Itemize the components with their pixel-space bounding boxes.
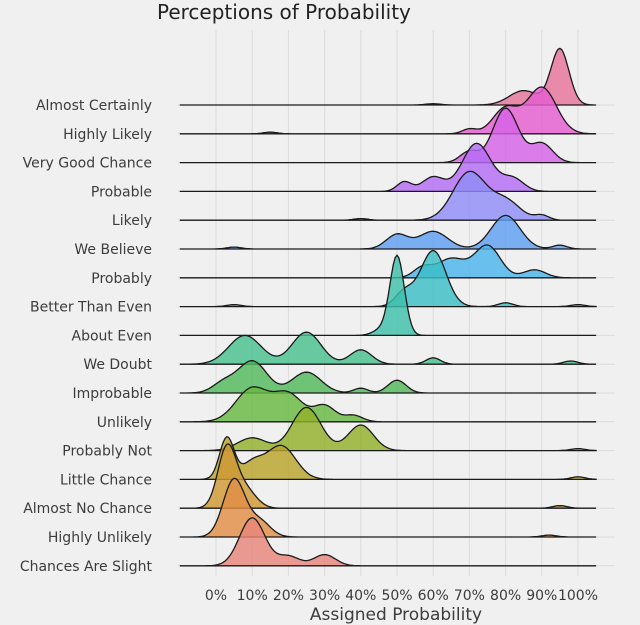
ridge-improbable [179,360,597,394]
ridge-probably [179,244,597,279]
category-label: Probable [91,184,152,200]
category-label: About Even [72,328,152,344]
ridge-chances-are-slight [179,517,597,567]
category-label: Almost Certainly [36,98,152,114]
ridge-likely [179,170,597,221]
x-tick-label: 50% [381,588,412,604]
ridge-little-chance [179,435,597,481]
category-label: Probably [91,271,152,287]
chart-title: Perceptions of Probability [157,0,411,24]
category-label: Highly Likely [63,127,152,143]
x-tick-label: 80% [490,588,521,604]
x-tick-label: 10% [237,588,268,604]
ridge-unlikely [179,386,597,423]
category-label: Unlikely [97,415,152,431]
category-label: Better Than Even [30,300,152,316]
ridge-almost-certainly [179,47,597,106]
category-label: Improbable [72,386,152,402]
x-tick-label: 100% [558,588,598,604]
ridges [179,47,597,567]
category-label: Chances Are Slight [20,559,153,575]
ridge-probable [179,142,597,193]
category-label: We Doubt [83,357,152,373]
x-axis-ticks: 0% 10% 20% 30% 40% 50% 60% 70% 80% 90% 100% [205,588,598,604]
ridge-very-good-chance [179,107,597,164]
category-label: Very Good Chance [23,156,152,172]
ridge-almost-no-chance [179,443,597,509]
ridge-about-even [179,254,597,337]
category-label: Highly Unlikely [48,530,152,546]
category-labels: Almost Certainly Highly Likely Very Good C… [20,98,153,575]
x-tick-label: 30% [309,588,340,604]
category-label: We Believe [74,242,152,258]
x-tick-label: 70% [454,588,485,604]
ridge-highly-unlikely [179,477,597,538]
category-label: Probably Not [62,444,152,460]
category-label: Likely [112,213,152,229]
ridge-probably-not [179,406,597,452]
x-tick-label: 40% [345,588,376,604]
x-axis-title: Assigned Probability [310,605,482,625]
x-tick-label: 60% [418,588,449,604]
ridge-we-believe [179,214,597,250]
x-tick-label: 0% [205,588,227,604]
x-tick-label: 20% [273,588,304,604]
category-label: Almost No Chance [23,501,152,517]
ridge-highly-likely [179,86,597,135]
category-label: Little Chance [60,472,152,488]
ridge-we-doubt [179,331,597,365]
x-tick-label: 90% [526,588,557,604]
